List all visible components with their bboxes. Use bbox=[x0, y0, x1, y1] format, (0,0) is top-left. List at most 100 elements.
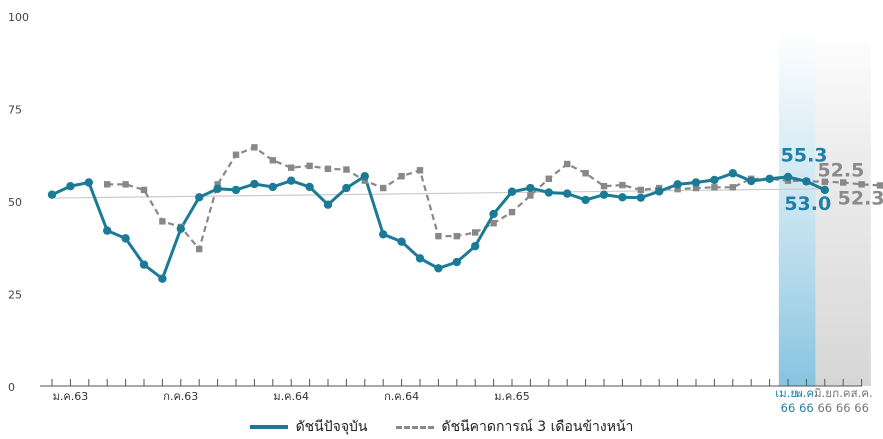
end-year-label: 66 bbox=[817, 401, 832, 415]
current-marker bbox=[655, 187, 664, 196]
forecast-marker bbox=[398, 173, 405, 180]
current-marker bbox=[66, 182, 75, 191]
current-marker bbox=[158, 274, 167, 283]
forecast-marker bbox=[564, 160, 571, 168]
current-marker bbox=[636, 193, 645, 202]
forecast-marker bbox=[545, 175, 552, 182]
end-month-label: มิ.ย. bbox=[814, 386, 836, 400]
current-marker bbox=[526, 183, 535, 193]
forecast-marker bbox=[380, 184, 387, 192]
forecast-marker bbox=[104, 181, 111, 188]
forecast-marker bbox=[692, 184, 700, 192]
forecast-marker bbox=[269, 157, 276, 164]
end-month-label: ก.ค. bbox=[832, 386, 854, 400]
forecast-marker bbox=[729, 184, 736, 191]
end-year-label: 66 bbox=[781, 401, 796, 415]
legend-swatch-current bbox=[249, 425, 288, 429]
highlight-band bbox=[778, 30, 816, 386]
current-marker bbox=[103, 226, 112, 235]
current-marker bbox=[820, 185, 829, 195]
legend-swatch-forecast bbox=[395, 425, 434, 429]
forecast-marker bbox=[508, 208, 516, 216]
forecast-marker bbox=[527, 192, 534, 199]
current-marker bbox=[360, 172, 369, 181]
current-marker bbox=[747, 176, 756, 186]
current-marker bbox=[415, 254, 425, 263]
forecast-marker bbox=[876, 182, 883, 189]
current-marker bbox=[507, 187, 517, 196]
callout-value: 53.0 bbox=[784, 193, 831, 215]
end-year-label: 66 bbox=[854, 401, 869, 415]
legend-label-forecast: ดัชนีคาดการณ์ 3 เดือนข้างหน้า bbox=[441, 419, 634, 435]
current-marker bbox=[563, 189, 572, 198]
forecast-marker bbox=[582, 170, 589, 177]
callout-value: 52.5 bbox=[817, 159, 864, 181]
x-tick-label: ม.ค.64 bbox=[273, 390, 309, 403]
current-marker bbox=[379, 230, 388, 239]
forecast-marker bbox=[361, 177, 368, 184]
y-tick-label: 50 bbox=[8, 196, 22, 209]
forecast-marker bbox=[159, 218, 166, 225]
forecast-marker bbox=[453, 232, 460, 240]
current-marker bbox=[673, 180, 682, 189]
current-marker bbox=[305, 182, 314, 192]
current-marker bbox=[691, 178, 701, 187]
forecast-marker bbox=[306, 162, 313, 170]
trend-line bbox=[51, 188, 825, 199]
current-marker bbox=[397, 237, 406, 246]
current-marker bbox=[250, 179, 259, 189]
forecast-marker bbox=[324, 165, 332, 173]
forecast-marker bbox=[840, 179, 847, 186]
end-year-label: 66 bbox=[799, 401, 814, 415]
current-marker bbox=[342, 183, 351, 193]
forecast-marker bbox=[472, 229, 479, 236]
current-marker bbox=[581, 195, 590, 205]
current-marker bbox=[471, 241, 480, 251]
x-tick-label: ม.ค.65 bbox=[494, 390, 530, 403]
current-marker bbox=[195, 193, 204, 202]
current-marker bbox=[765, 174, 774, 183]
x-tick-label: ม.ค.63 bbox=[53, 390, 89, 403]
current-marker bbox=[618, 193, 627, 202]
current-marker bbox=[213, 184, 222, 193]
forecast-marker bbox=[416, 167, 424, 174]
forecast-marker bbox=[122, 181, 129, 188]
end-month-label: เม.ย. bbox=[775, 386, 801, 400]
end-year-label: 66 bbox=[836, 401, 851, 415]
callout-value: 55.3 bbox=[781, 144, 828, 166]
forecast-marker bbox=[821, 178, 828, 185]
x-tick-label: ก.ค.63 bbox=[163, 390, 198, 403]
current-marker bbox=[323, 200, 333, 209]
series-line-forecast bbox=[107, 146, 881, 252]
current-marker bbox=[434, 264, 443, 273]
forecast-marker bbox=[858, 181, 865, 188]
forecast-marker bbox=[674, 185, 681, 193]
current-marker bbox=[268, 182, 277, 192]
current-marker bbox=[489, 209, 498, 219]
end-month-label: พ.ค. bbox=[795, 386, 818, 400]
forecast-marker bbox=[214, 181, 221, 188]
forecast-marker bbox=[196, 245, 203, 253]
y-tick-label: 0 bbox=[8, 381, 15, 394]
current-marker bbox=[599, 190, 609, 199]
forecast-marker bbox=[619, 181, 626, 189]
x-tick-label: ก.ค.64 bbox=[384, 390, 419, 403]
series-line-current bbox=[51, 171, 826, 282]
forecast-marker bbox=[490, 220, 497, 227]
y-tick-label: 100 bbox=[8, 11, 29, 24]
highlight-band bbox=[815, 30, 871, 386]
forecast-marker bbox=[637, 186, 644, 194]
forecast-marker bbox=[343, 166, 350, 173]
current-marker bbox=[84, 178, 94, 187]
current-marker bbox=[802, 177, 811, 186]
chart-legend: ดัชนีปัจจุบัน ดัชนีคาดการณ์ 3 เดือนข้างห… bbox=[0, 416, 883, 438]
legend-item-current: ดัชนีปัจจุบัน bbox=[249, 416, 368, 438]
callout-value: 52.3 bbox=[838, 187, 883, 209]
current-marker bbox=[710, 175, 719, 185]
current-marker bbox=[231, 185, 241, 195]
forecast-marker bbox=[711, 184, 718, 191]
forecast-marker bbox=[232, 151, 240, 158]
current-marker bbox=[47, 190, 57, 199]
current-marker bbox=[176, 224, 185, 233]
current-marker bbox=[728, 169, 737, 178]
